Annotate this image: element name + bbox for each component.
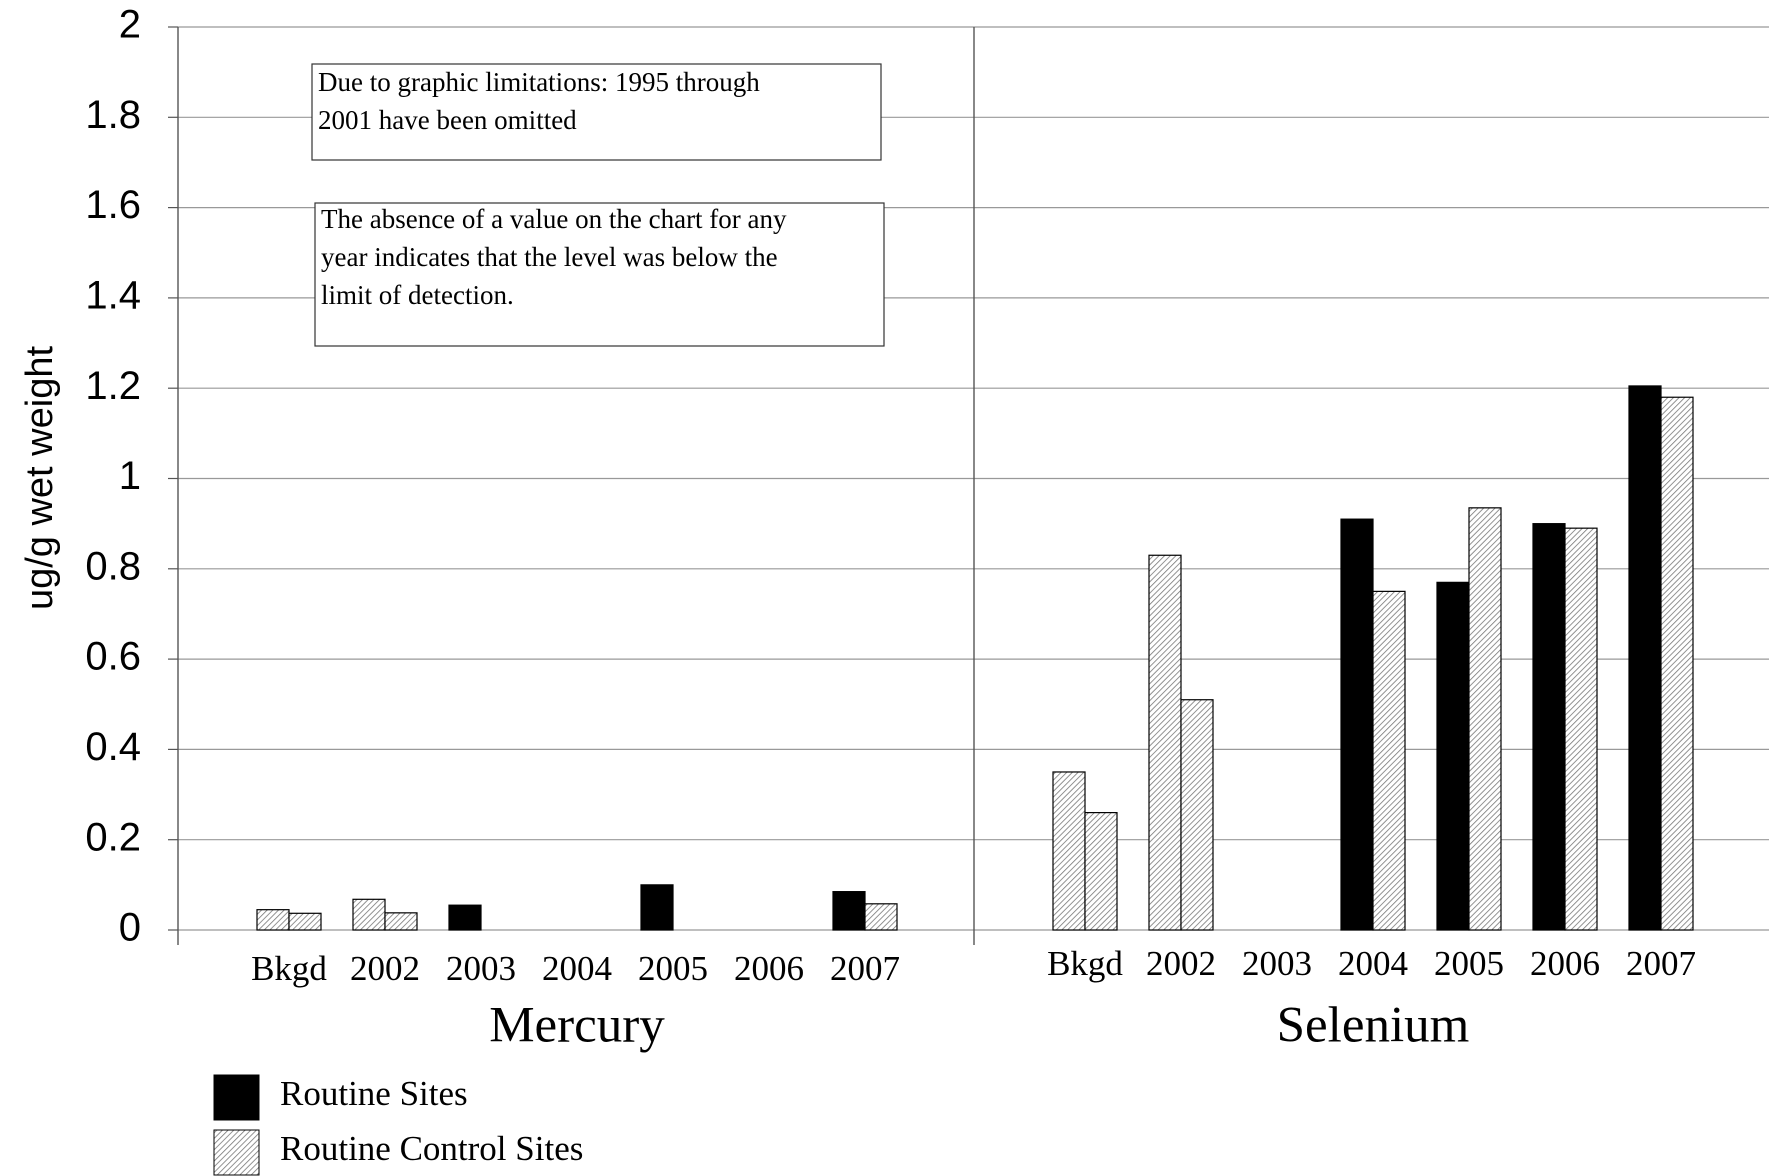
y-axis-label: ug/g wet weight [19, 346, 61, 610]
bar [1180, 699, 1214, 931]
bar [1564, 527, 1598, 931]
x-tick-label: 2004 [542, 949, 612, 988]
bar [384, 912, 418, 931]
x-tick-label: 2006 [1530, 944, 1600, 983]
bar [1148, 554, 1182, 931]
y-tick-label: 0.2 [85, 815, 141, 859]
annotation-text: year indicates that the level was below … [321, 242, 778, 272]
x-tick-label: Bkgd [1047, 944, 1123, 983]
bar [1628, 385, 1662, 931]
legend-swatch [213, 1074, 260, 1121]
bar [1084, 812, 1118, 931]
x-tick-label: 2007 [1626, 944, 1696, 983]
y-tick-label: 2 [119, 3, 141, 47]
y-tick-label: 0.4 [85, 725, 141, 769]
legend-label: Routine Control Sites [280, 1129, 583, 1168]
x-tick-label: 2002 [1146, 944, 1216, 983]
group-label: Selenium [1277, 998, 1470, 1054]
bar [288, 912, 322, 931]
x-tick-label: 2005 [1434, 944, 1504, 983]
y-tick-label: 0 [119, 906, 141, 950]
bar [1436, 581, 1470, 931]
annotation-text: 2001 have been omitted [318, 105, 577, 135]
y-tick-label: 1.2 [85, 364, 141, 408]
legend-label: Routine Sites [280, 1074, 468, 1113]
y-tick-label: 1.8 [85, 93, 141, 137]
bar [1340, 518, 1374, 931]
annotation-box [314, 202, 885, 347]
annotation-text: Due to graphic limitations: 1995 through [318, 67, 760, 97]
group-label: Mercury [489, 998, 665, 1054]
bar [1468, 507, 1502, 931]
bar [1372, 590, 1406, 931]
x-tick-label: 2003 [446, 949, 516, 988]
bar [640, 884, 674, 931]
annotation-text: The absence of a value on the chart for … [321, 204, 787, 234]
y-tick-label: 1.4 [85, 273, 141, 317]
x-tick-label: 2005 [638, 949, 708, 988]
x-tick-label: 2007 [830, 949, 900, 988]
bar [864, 903, 898, 931]
bar [1532, 523, 1566, 931]
y-tick-label: 0.8 [85, 544, 141, 588]
legend-swatch [213, 1129, 260, 1176]
bar [256, 909, 290, 931]
bar [352, 898, 386, 931]
bar [832, 891, 866, 931]
x-tick-label: 2003 [1242, 944, 1312, 983]
x-tick-label: 2002 [350, 949, 420, 988]
x-tick-label: 2006 [734, 949, 804, 988]
annotation-box [311, 63, 882, 161]
annotation-text: limit of detection. [321, 280, 514, 310]
bar [448, 904, 482, 931]
y-tick-label: 1 [119, 454, 141, 498]
bar [1660, 396, 1694, 931]
x-tick-label: Bkgd [251, 949, 327, 988]
y-tick-label: 0.6 [85, 635, 141, 679]
bar [1052, 771, 1086, 931]
x-tick-label: 2004 [1338, 944, 1408, 983]
y-tick-label: 1.6 [85, 183, 141, 227]
